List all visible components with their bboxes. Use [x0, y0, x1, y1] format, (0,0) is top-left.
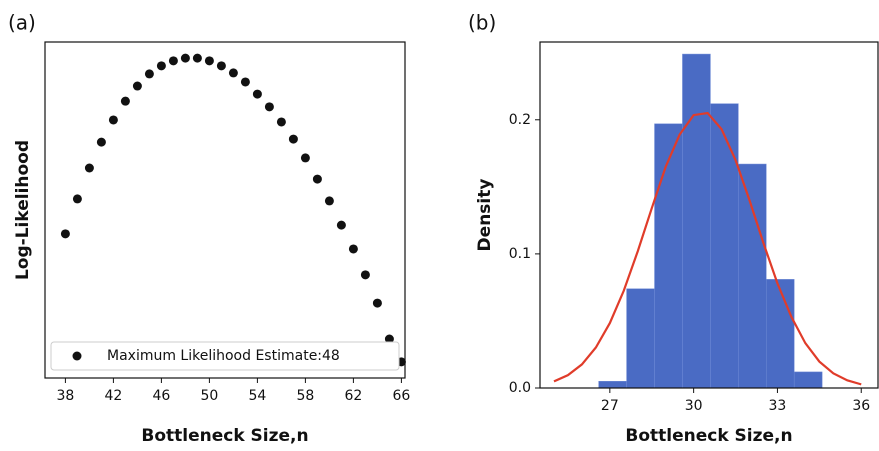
point: [96, 137, 106, 147]
point: [312, 174, 322, 184]
point: [156, 61, 166, 71]
bar: [738, 163, 767, 389]
legend-label: Maximum Likelihood Estimate:48: [107, 348, 340, 364]
point: [60, 229, 70, 239]
point: [120, 96, 130, 106]
point: [300, 153, 310, 163]
y-axis-label: Density: [475, 179, 495, 252]
point: [180, 53, 190, 63]
density-curve: [553, 111, 862, 386]
x-tick-label: 46: [152, 388, 170, 404]
x-tick-label: 50: [200, 388, 218, 404]
x-tick-label: 36: [852, 398, 870, 414]
x-tick-label: 38: [56, 388, 74, 404]
bar: [793, 371, 823, 389]
point: [384, 334, 394, 344]
axes-frame: [44, 41, 406, 379]
point: [288, 134, 298, 144]
axes-frame: [539, 41, 879, 389]
point: [108, 115, 118, 125]
y-tick-label: 0.0: [509, 380, 531, 396]
x-tick-label: 66: [392, 388, 410, 404]
point: [324, 196, 334, 206]
point: [336, 220, 346, 230]
y-tick-label: 0.2: [509, 112, 531, 128]
x-axis-label: Bottleneck Size,n: [141, 426, 308, 446]
point: [84, 163, 94, 173]
x-tick-label: 42: [104, 388, 122, 404]
bar: [766, 279, 795, 389]
x-tick-label: 33: [769, 398, 787, 414]
point: [216, 61, 226, 71]
x-tick-label: 62: [344, 388, 362, 404]
point: [252, 89, 262, 99]
panel-label: (b): [468, 11, 496, 35]
bar: [654, 123, 683, 389]
point: [204, 56, 214, 66]
x-tick-label: 54: [248, 388, 266, 404]
point: [276, 117, 286, 127]
point: [72, 194, 82, 204]
x-axis-label: Bottleneck Size,n: [625, 426, 792, 446]
point: [192, 53, 202, 63]
legend-marker: [72, 351, 82, 361]
point: [348, 244, 358, 254]
x-tick-label: 58: [296, 388, 314, 404]
y-tick-label: 0.1: [509, 246, 531, 262]
point: [372, 298, 382, 308]
legend-box: [50, 341, 400, 371]
point: [132, 81, 142, 91]
panel-label: (a): [8, 11, 36, 35]
bar: [682, 53, 711, 389]
bar: [626, 288, 655, 389]
y-axis-label: Log-Likelihood: [13, 140, 33, 280]
point: [228, 68, 238, 78]
x-tick-label: 27: [601, 398, 619, 414]
point: [168, 56, 178, 66]
point: [360, 270, 370, 280]
bar: [710, 103, 739, 389]
x-tick-label: 30: [685, 398, 703, 414]
bar: [598, 381, 627, 389]
point: [240, 77, 250, 87]
point: [264, 102, 274, 112]
point: [144, 69, 154, 79]
